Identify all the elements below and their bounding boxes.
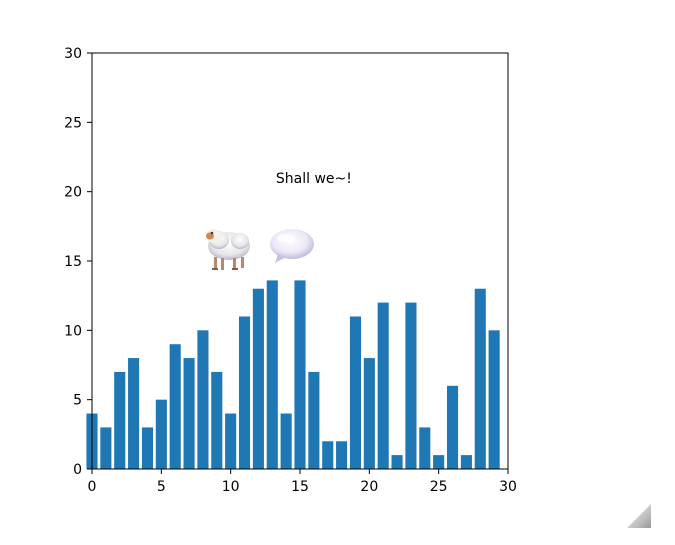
bar-27 bbox=[460, 455, 472, 469]
bar-6 bbox=[169, 344, 181, 469]
y-axis: 0 5 10 15 20 25 30 bbox=[64, 46, 92, 478]
x-tick-label: 20 bbox=[360, 479, 378, 495]
bar-5 bbox=[155, 399, 167, 469]
bar-15 bbox=[294, 280, 306, 469]
x-tick-label: 0 bbox=[88, 479, 97, 495]
x-tick-label: 30 bbox=[499, 479, 517, 495]
bar-12 bbox=[252, 288, 264, 469]
x-tick-label: 10 bbox=[222, 479, 240, 495]
bars-group bbox=[86, 280, 500, 469]
bar-4 bbox=[141, 427, 154, 469]
bar-19 bbox=[349, 316, 362, 469]
bar-23 bbox=[405, 302, 417, 469]
bar-3 bbox=[128, 358, 140, 469]
bar-10 bbox=[225, 413, 237, 469]
y-tick-label: 0 bbox=[73, 462, 82, 478]
y-tick-label: 25 bbox=[64, 115, 82, 131]
bar-9 bbox=[211, 371, 223, 469]
y-tick-label: 20 bbox=[64, 185, 82, 201]
bar-28 bbox=[474, 288, 486, 469]
bar-11 bbox=[238, 316, 251, 469]
bar-8 bbox=[197, 330, 209, 469]
bar-17 bbox=[322, 441, 334, 469]
bar-29 bbox=[488, 330, 500, 469]
bar-26 bbox=[446, 385, 459, 469]
speech-bubble-sprite bbox=[270, 229, 314, 263]
bar-22 bbox=[391, 455, 403, 469]
bar-21 bbox=[377, 302, 389, 469]
x-tick-label: 25 bbox=[430, 479, 448, 495]
y-tick-label: 30 bbox=[64, 46, 82, 62]
bar-7 bbox=[183, 358, 195, 469]
resize-grip-icon[interactable] bbox=[627, 504, 651, 528]
bar-13 bbox=[266, 280, 278, 469]
bar-2 bbox=[114, 371, 126, 469]
bar-24 bbox=[419, 427, 431, 469]
bar-20 bbox=[363, 358, 375, 469]
y-tick-label: 10 bbox=[64, 323, 82, 339]
bar-1 bbox=[100, 427, 112, 469]
sheep-sprite bbox=[206, 229, 250, 270]
bar-14 bbox=[280, 413, 292, 469]
x-tick-label: 5 bbox=[157, 479, 166, 495]
x-axis: 0 5 10 15 20 25 30 bbox=[88, 469, 517, 495]
y-tick-label: 15 bbox=[64, 254, 82, 270]
bar-18 bbox=[336, 441, 348, 469]
bar-25 bbox=[433, 455, 445, 469]
y-tick-label: 5 bbox=[73, 393, 82, 409]
x-tick-label: 15 bbox=[291, 479, 309, 495]
bar-16 bbox=[308, 371, 320, 469]
annotation-text: Shall we~! bbox=[276, 171, 352, 187]
